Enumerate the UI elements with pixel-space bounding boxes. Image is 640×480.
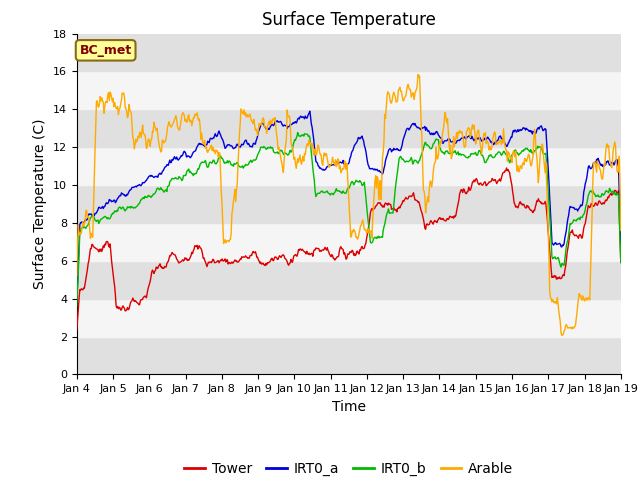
Bar — [77, 72, 621, 109]
Bar — [77, 185, 621, 223]
Title: Surface Temperature: Surface Temperature — [262, 11, 436, 29]
Legend: Tower, IRT0_a, IRT0_b, Arable: Tower, IRT0_a, IRT0_b, Arable — [179, 456, 519, 480]
Bar — [77, 223, 621, 261]
Bar — [77, 299, 621, 336]
Y-axis label: Surface Temperature (C): Surface Temperature (C) — [33, 119, 47, 289]
X-axis label: Time: Time — [332, 400, 366, 414]
Bar — [77, 261, 621, 299]
Bar — [77, 336, 621, 374]
Bar — [77, 109, 621, 147]
Bar — [77, 147, 621, 185]
Bar — [77, 34, 621, 72]
Text: BC_met: BC_met — [79, 44, 132, 57]
